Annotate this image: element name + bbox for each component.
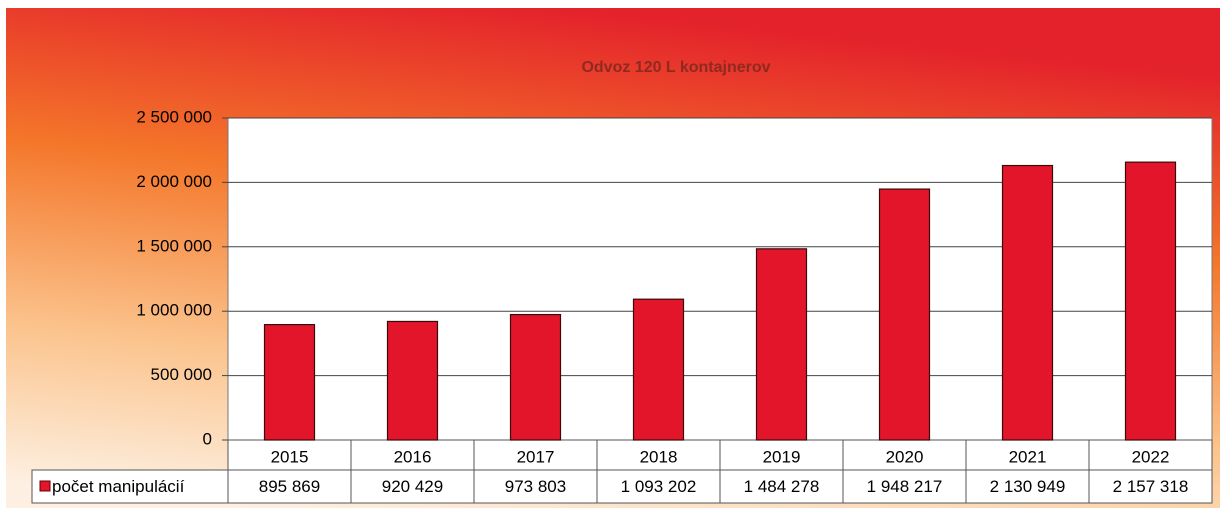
table-value: 920 429 [382,477,443,496]
y-tick-label: 2 000 000 [136,172,212,191]
x-tick-label: 2020 [886,447,924,466]
table-value: 2 157 318 [1113,477,1189,496]
x-tick-label: 2021 [1009,447,1047,466]
plot-area [227,117,1213,441]
bar [263,324,316,441]
legend-swatch [39,480,51,492]
legend-label: počet manipulácií [52,477,185,496]
table-value: 1 948 217 [867,477,943,496]
x-tick-label: 2019 [763,447,801,466]
y-tick-label: 0 [203,429,212,448]
y-tick-label: 2 500 000 [136,107,212,126]
table-value: 973 803 [505,477,566,496]
table-value: 895 869 [259,477,320,496]
bar [386,320,439,441]
bar [509,313,562,441]
x-tick-label: 2015 [271,447,309,466]
table-value: 1 484 278 [744,477,820,496]
y-tick-label: 1 500 000 [136,236,212,255]
x-tick-label: 2022 [1132,447,1170,466]
table-value: 2 130 949 [990,477,1066,496]
chart-title: Odvoz 120 L kontajnerov [581,59,770,76]
x-tick-label: 2017 [517,447,555,466]
table-value: 1 093 202 [621,477,697,496]
bar [878,188,931,441]
y-tick-label: 500 000 [151,365,212,384]
bar [1001,164,1054,441]
bar [1124,161,1177,441]
x-tick-label: 2016 [394,447,432,466]
y-tick-label: 1 000 000 [136,301,212,320]
bar [632,298,685,441]
x-tick-label: 2018 [640,447,678,466]
bar [755,248,808,441]
